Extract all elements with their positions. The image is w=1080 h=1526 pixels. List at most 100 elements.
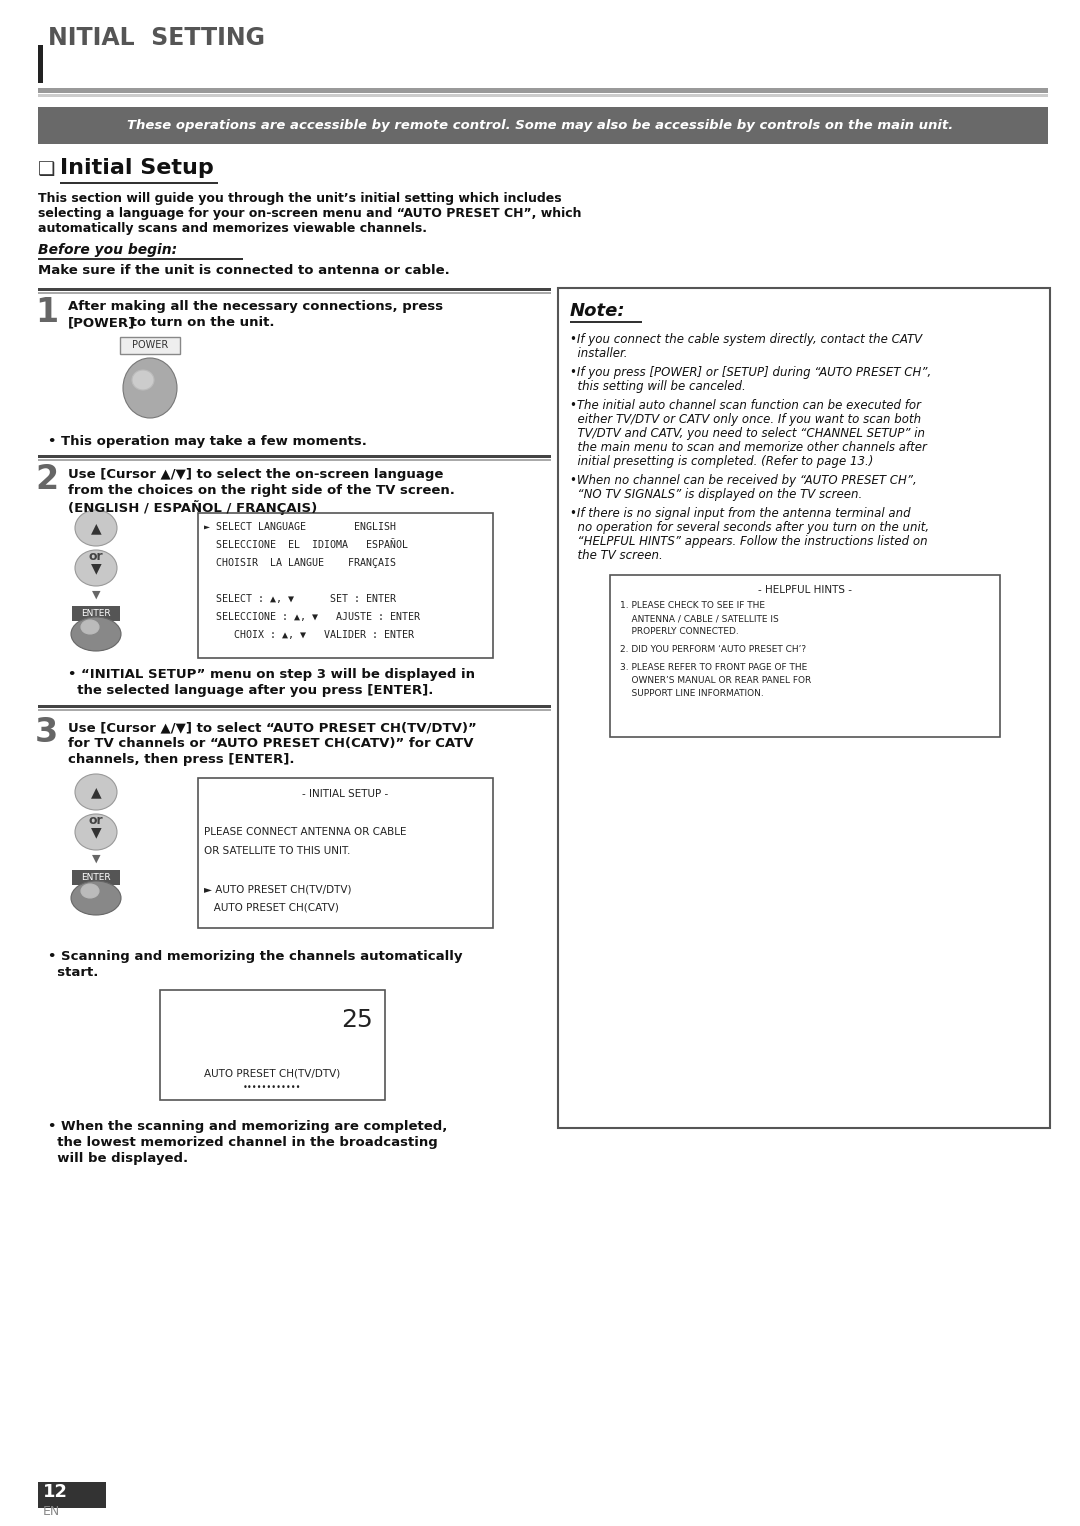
Text: SELECCIONE  EL  IDIOMA   ESPAÑOL: SELECCIONE EL IDIOMA ESPAÑOL [204,540,408,549]
Text: Note:: Note: [570,302,625,320]
Text: ▲: ▲ [91,784,102,800]
Text: •If you press [POWER] or [SETUP] during “AUTO PRESET CH”,: •If you press [POWER] or [SETUP] during … [570,366,931,378]
Ellipse shape [71,617,121,652]
Text: ANTENNA / CABLE / SATELLITE IS: ANTENNA / CABLE / SATELLITE IS [620,613,779,623]
Ellipse shape [75,549,117,586]
Bar [38,44,43,82]
Text: Before you begin:: Before you begin: [38,243,177,256]
Text: initial presetting is completed. (Refer to page 13.): initial presetting is completed. (Refer … [570,455,874,468]
Text: ENTER: ENTER [81,873,111,882]
Bar [38,455,551,458]
Text: 25: 25 [341,1009,373,1032]
Bar [38,288,551,290]
Ellipse shape [71,881,121,916]
Text: for TV channels or “AUTO PRESET CH(CATV)” for CATV: for TV channels or “AUTO PRESET CH(CATV)… [68,737,473,749]
Bar [38,107,1048,143]
Text: - HELPFUL HINTS -: - HELPFUL HINTS - [758,584,852,595]
Ellipse shape [123,359,177,418]
Text: [POWER]: [POWER] [68,316,135,330]
Bar [72,870,120,885]
Text: Initial Setup: Initial Setup [60,159,214,179]
Text: OR SATELLITE TO THIS UNIT.: OR SATELLITE TO THIS UNIT. [204,845,350,856]
Text: 1. PLEASE CHECK TO SEE IF THE: 1. PLEASE CHECK TO SEE IF THE [620,601,765,610]
FancyBboxPatch shape [558,288,1050,1128]
FancyBboxPatch shape [198,778,492,928]
Text: ▼: ▼ [91,562,102,575]
Text: Use [Cursor ▲/▼] to select “AUTO PRESET CH(TV/DTV)”: Use [Cursor ▲/▼] to select “AUTO PRESET … [68,720,476,734]
Ellipse shape [81,884,99,897]
Text: Use [Cursor ▲/▼] to select the on-screen language: Use [Cursor ▲/▼] to select the on-screen… [68,468,444,481]
Text: or: or [89,813,104,827]
Text: •When no channel can be received by “AUTO PRESET CH”,: •When no channel can be received by “AUT… [570,475,917,487]
Text: will be displayed.: will be displayed. [48,1152,188,1164]
Text: “NO TV SIGNALS” is displayed on the TV screen.: “NO TV SIGNALS” is displayed on the TV s… [570,488,862,501]
Bar [38,89,1048,93]
Text: After making all the necessary connections, press: After making all the necessary connectio… [68,301,443,313]
Text: 1: 1 [35,296,58,330]
Text: AUTO PRESET CH(TV/DTV): AUTO PRESET CH(TV/DTV) [204,1068,340,1077]
Text: • When the scanning and memorizing are completed,: • When the scanning and memorizing are c… [48,1120,447,1132]
Text: ▼: ▼ [92,591,100,600]
Text: no operation for several seconds after you turn on the unit,: no operation for several seconds after y… [570,520,929,534]
Ellipse shape [75,774,117,810]
FancyBboxPatch shape [198,513,492,658]
Text: •If there is no signal input from the antenna terminal and: •If there is no signal input from the an… [570,507,910,520]
Ellipse shape [132,369,154,391]
Text: installer.: installer. [570,346,627,360]
Text: AUTO PRESET CH(CATV): AUTO PRESET CH(CATV) [204,903,339,913]
Text: or: or [89,549,104,563]
Text: to turn on the unit.: to turn on the unit. [126,316,274,330]
Text: automatically scans and memorizes viewable channels.: automatically scans and memorizes viewab… [38,221,427,235]
Text: PROPERLY CONNECTED.: PROPERLY CONNECTED. [620,627,739,636]
Text: These operations are accessible by remote control. Some may also be accessible b: These operations are accessible by remot… [126,119,954,131]
Text: ▼: ▼ [92,855,100,864]
Bar [72,606,120,621]
Text: from the choices on the right side of the TV screen.: from the choices on the right side of th… [68,484,455,497]
Text: 3. PLEASE REFER TO FRONT PAGE OF THE: 3. PLEASE REFER TO FRONT PAGE OF THE [620,662,807,671]
Text: TV/DTV and CATV, you need to select “CHANNEL SETUP” in: TV/DTV and CATV, you need to select “CHA… [570,427,924,439]
Ellipse shape [81,620,99,633]
Text: 2. DID YOU PERFORM ‘AUTO PRESET CH’?: 2. DID YOU PERFORM ‘AUTO PRESET CH’? [620,645,806,655]
Bar [38,95,1048,98]
Text: 12: 12 [43,1483,68,1502]
Text: the main menu to scan and memorize other channels after: the main menu to scan and memorize other… [570,441,927,455]
Text: POWER: POWER [132,340,168,349]
Text: NITIAL  SETTING: NITIAL SETTING [48,26,265,50]
Text: this setting will be canceled.: this setting will be canceled. [570,380,746,394]
Text: ▲: ▲ [91,520,102,536]
FancyBboxPatch shape [120,337,180,354]
Text: (ENGLISH / ESPAÑOL / FRANÇAIS): (ENGLISH / ESPAÑOL / FRANÇAIS) [68,501,318,514]
Text: SELECT : ▲, ▼      SET : ENTER: SELECT : ▲, ▼ SET : ENTER [204,594,396,604]
Text: EN: EN [43,1505,60,1518]
Text: ENTER: ENTER [81,609,111,618]
Text: the TV screen.: the TV screen. [570,549,663,562]
Text: CHOISIR  LA LANGUE    FRANÇAIS: CHOISIR LA LANGUE FRANÇAIS [204,559,396,568]
Text: start.: start. [48,966,98,980]
Ellipse shape [75,510,117,546]
Text: selecting a language for your on-screen menu and “AUTO PRESET CH”, which: selecting a language for your on-screen … [38,208,581,220]
Text: • This operation may take a few moments.: • This operation may take a few moments. [48,435,367,449]
Text: ► SELECT LANGUAGE        ENGLISH: ► SELECT LANGUAGE ENGLISH [204,522,396,533]
Text: CHOIX : ▲, ▼   VALIDER : ENTER: CHOIX : ▲, ▼ VALIDER : ENTER [204,630,414,639]
Text: the lowest memorized channel in the broadcasting: the lowest memorized channel in the broa… [48,1135,437,1149]
Ellipse shape [75,813,117,850]
Text: the selected language after you press [ENTER].: the selected language after you press [E… [68,684,433,697]
FancyBboxPatch shape [160,990,384,1100]
Text: Make sure if the unit is connected to antenna or cable.: Make sure if the unit is connected to an… [38,264,449,278]
Text: • Scanning and memorizing the channels automatically: • Scanning and memorizing the channels a… [48,951,462,963]
Text: OWNER’S MANUAL OR REAR PANEL FOR: OWNER’S MANUAL OR REAR PANEL FOR [620,676,811,685]
Text: either TV/DTV or CATV only once. If you want to scan both: either TV/DTV or CATV only once. If you … [570,414,921,426]
Bar [38,1482,106,1508]
FancyBboxPatch shape [610,575,1000,737]
Text: • “INITIAL SETUP” menu on step 3 will be displayed in: • “INITIAL SETUP” menu on step 3 will be… [68,668,475,681]
Text: ▼: ▼ [91,826,102,839]
Bar [38,705,551,708]
Text: 3: 3 [35,716,58,749]
Bar [570,320,642,324]
Text: “HELPFUL HINTS” appears. Follow the instructions listed on: “HELPFUL HINTS” appears. Follow the inst… [570,536,928,548]
Text: •If you connect the cable system directly, contact the CATV: •If you connect the cable system directl… [570,333,922,346]
Text: ••••••••••••: •••••••••••• [243,1083,301,1093]
Text: ► AUTO PRESET CH(TV/DTV): ► AUTO PRESET CH(TV/DTV) [204,884,351,894]
Text: channels, then press [ENTER].: channels, then press [ENTER]. [68,752,295,766]
Text: SELECCIONE : ▲, ▼   AJUSTE : ENTER: SELECCIONE : ▲, ▼ AJUSTE : ENTER [204,612,420,623]
